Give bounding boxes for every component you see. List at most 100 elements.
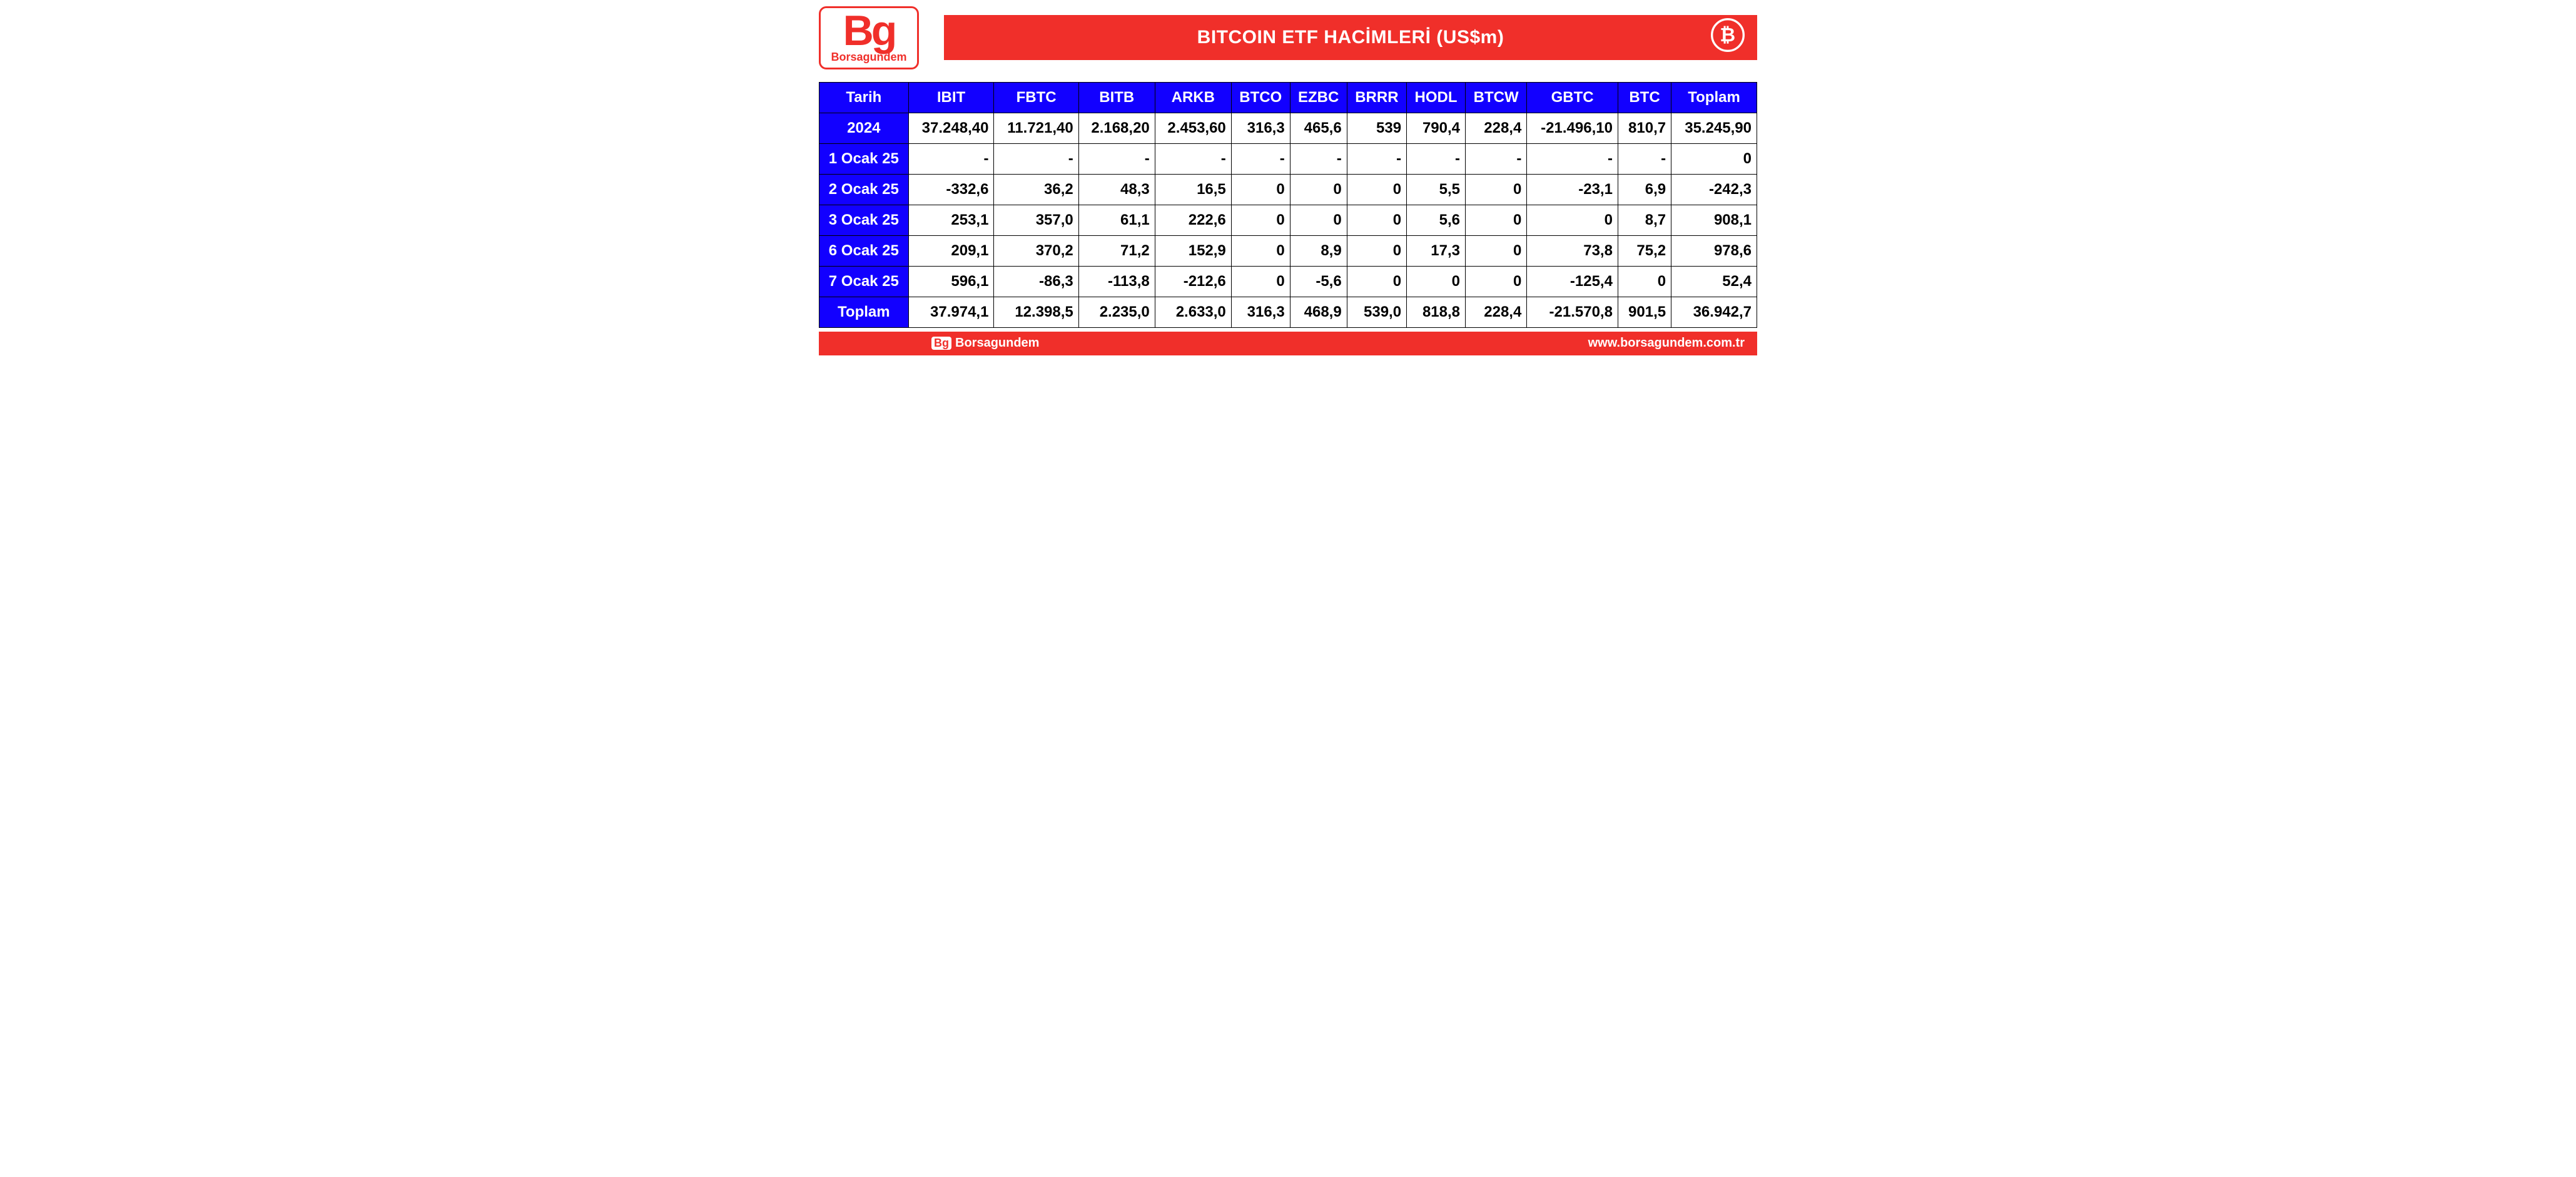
table-row: 3 Ocak 25253,1357,061,1222,60005,6008,79…: [819, 205, 1757, 235]
header-row: Bg Borsagundem BITCOIN ETF HACİMLERİ (US…: [819, 6, 1757, 69]
data-cell: 2.235,0: [1078, 297, 1155, 327]
footer-url: www.borsagundem.com.tr: [1588, 336, 1745, 350]
data-cell: 209,1: [908, 235, 994, 266]
data-cell: 0: [1347, 205, 1406, 235]
row-header: 6 Ocak 25: [819, 235, 909, 266]
column-header: FBTC: [994, 82, 1078, 113]
data-cell: -: [994, 143, 1078, 174]
data-cell: 8,9: [1290, 235, 1347, 266]
data-cell: -: [1618, 143, 1671, 174]
data-cell: 0: [1290, 205, 1347, 235]
data-cell: 0: [1290, 174, 1347, 205]
data-cell: -125,4: [1527, 266, 1618, 297]
data-cell: 2.633,0: [1155, 297, 1231, 327]
column-header: GBTC: [1527, 82, 1618, 113]
row-header: 2 Ocak 25: [819, 174, 909, 205]
data-cell: 16,5: [1155, 174, 1231, 205]
column-header: BITB: [1078, 82, 1155, 113]
svg-text:₿: ₿: [1720, 26, 1735, 46]
data-cell: -332,6: [908, 174, 994, 205]
footer-bar: Bg Borsagundem www.borsagundem.com.tr: [819, 332, 1757, 355]
data-cell: 0: [1347, 235, 1406, 266]
data-cell: -212,6: [1155, 266, 1231, 297]
data-cell: -23,1: [1527, 174, 1618, 205]
data-cell: 978,6: [1671, 235, 1757, 266]
data-cell: -: [1407, 143, 1466, 174]
column-header: HODL: [1407, 82, 1466, 113]
table-head: TarihIBITFBTCBITBARKBBTCOEZBCBRRRHODLBTC…: [819, 82, 1757, 113]
page-container: Bg Borsagundem BITCOIN ETF HACİMLERİ (US…: [819, 6, 1757, 355]
column-header: BTCW: [1466, 82, 1527, 113]
data-cell: -242,3: [1671, 174, 1757, 205]
data-cell: 465,6: [1290, 113, 1347, 143]
table-row: 6 Ocak 25209,1370,271,2152,908,9017,3073…: [819, 235, 1757, 266]
data-cell: 908,1: [1671, 205, 1757, 235]
table-header-row: TarihIBITFBTCBITBARKBBTCOEZBCBRRRHODLBTC…: [819, 82, 1757, 113]
data-cell: 0: [1618, 266, 1671, 297]
data-cell: 0: [1231, 174, 1290, 205]
logo-subtitle: Borsagundem: [831, 51, 906, 64]
data-cell: 0: [1231, 235, 1290, 266]
data-cell: 0: [1527, 205, 1618, 235]
row-header: 1 Ocak 25: [819, 143, 909, 174]
data-cell: -86,3: [994, 266, 1078, 297]
data-cell: 52,4: [1671, 266, 1757, 297]
data-cell: 36.942,7: [1671, 297, 1757, 327]
title-bar: BITCOIN ETF HACİMLERİ (US$m) ₿: [944, 15, 1757, 60]
column-header: ARKB: [1155, 82, 1231, 113]
data-cell: 5,5: [1407, 174, 1466, 205]
data-cell: 818,8: [1407, 297, 1466, 327]
column-header: BTCO: [1231, 82, 1290, 113]
data-cell: 596,1: [908, 266, 994, 297]
data-cell: 790,4: [1407, 113, 1466, 143]
data-cell: -21.570,8: [1527, 297, 1618, 327]
data-cell: 36,2: [994, 174, 1078, 205]
table-row: 202437.248,4011.721,402.168,202.453,6031…: [819, 113, 1757, 143]
column-header: IBIT: [908, 82, 994, 113]
footer-logo-box: Bg: [931, 337, 951, 350]
column-header: EZBC: [1290, 82, 1347, 113]
data-cell: 0: [1347, 174, 1406, 205]
data-cell: -: [1231, 143, 1290, 174]
data-cell: 222,6: [1155, 205, 1231, 235]
data-cell: 37.974,1: [908, 297, 994, 327]
data-cell: 0: [1231, 205, 1290, 235]
data-cell: -: [908, 143, 994, 174]
data-cell: 37.248,40: [908, 113, 994, 143]
column-header: BTC: [1618, 82, 1671, 113]
table-row: 2 Ocak 25-332,636,248,316,50005,50-23,16…: [819, 174, 1757, 205]
data-cell: 61,1: [1078, 205, 1155, 235]
data-cell: -: [1466, 143, 1527, 174]
data-cell: 316,3: [1231, 297, 1290, 327]
column-header: BRRR: [1347, 82, 1406, 113]
data-cell: 228,4: [1466, 297, 1527, 327]
row-header: 2024: [819, 113, 909, 143]
data-cell: 0: [1466, 205, 1527, 235]
data-cell: 0: [1231, 266, 1290, 297]
data-cell: 0: [1671, 143, 1757, 174]
footer-logo: Bg Borsagundem: [931, 336, 1039, 350]
page-title: BITCOIN ETF HACİMLERİ (US$m): [1197, 27, 1504, 48]
row-header: 7 Ocak 25: [819, 266, 909, 297]
data-cell: 12.398,5: [994, 297, 1078, 327]
data-cell: -: [1155, 143, 1231, 174]
data-cell: 0: [1466, 235, 1527, 266]
column-header: Toplam: [1671, 82, 1757, 113]
data-cell: -: [1347, 143, 1406, 174]
data-cell: 228,4: [1466, 113, 1527, 143]
table-row: 1 Ocak 25-----------0: [819, 143, 1757, 174]
bitcoin-icon: ₿: [1711, 18, 1745, 57]
footer-brand-text: Borsagundem: [955, 336, 1039, 350]
data-cell: 11.721,40: [994, 113, 1078, 143]
data-cell: 2.168,20: [1078, 113, 1155, 143]
data-cell: 73,8: [1527, 235, 1618, 266]
data-cell: 0: [1347, 266, 1406, 297]
data-cell: -113,8: [1078, 266, 1155, 297]
data-cell: 0: [1466, 174, 1527, 205]
table-row: 7 Ocak 25596,1-86,3-113,8-212,60-5,6000-…: [819, 266, 1757, 297]
data-cell: 17,3: [1407, 235, 1466, 266]
data-cell: 357,0: [994, 205, 1078, 235]
column-header: Tarih: [819, 82, 909, 113]
logo-box: Bg Borsagundem: [819, 6, 919, 69]
data-cell: 810,7: [1618, 113, 1671, 143]
